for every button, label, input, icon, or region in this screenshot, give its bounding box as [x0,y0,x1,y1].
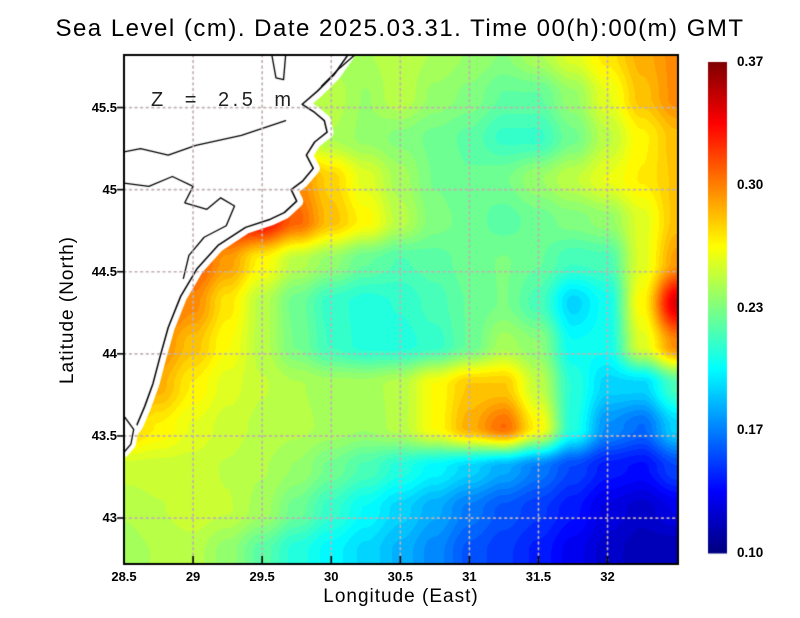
x-tick-label: 30 [323,569,339,584]
colorbar-label: 0.17 [737,422,764,438]
x-tick-label: 29 [185,569,201,584]
colorbar-label: 0.37 [737,54,764,69]
depth-annotation: Z = 2.5 m [151,89,295,111]
colorbar-label: 0.23 [737,299,764,315]
x-axis-label: Longitude (East) [323,586,479,607]
x-tick-label: 29.5 [249,569,275,584]
colorbar-label: 0.10 [737,545,764,560]
x-tick-label: 32 [600,569,615,584]
y-tick-label: 45.5 [91,99,117,115]
y-tick-label: 45 [102,181,117,197]
x-tick-label: 30.5 [387,569,413,584]
y-tick-label: 44.5 [91,263,117,279]
colorbar-label: 0.30 [737,176,764,192]
y-axis-label: Latitude (North) [57,235,78,385]
x-tick-label: 31 [462,569,477,584]
x-tick-label: 31.5 [525,569,552,584]
x-tick-label: 28.5 [111,569,137,584]
y-tick-label: 43 [102,510,117,526]
chart-title: Sea Level (cm). Date 2025.03.31. Time 00… [55,15,745,42]
y-tick-label: 43.5 [91,427,117,443]
y-tick-label: 44 [102,345,117,361]
